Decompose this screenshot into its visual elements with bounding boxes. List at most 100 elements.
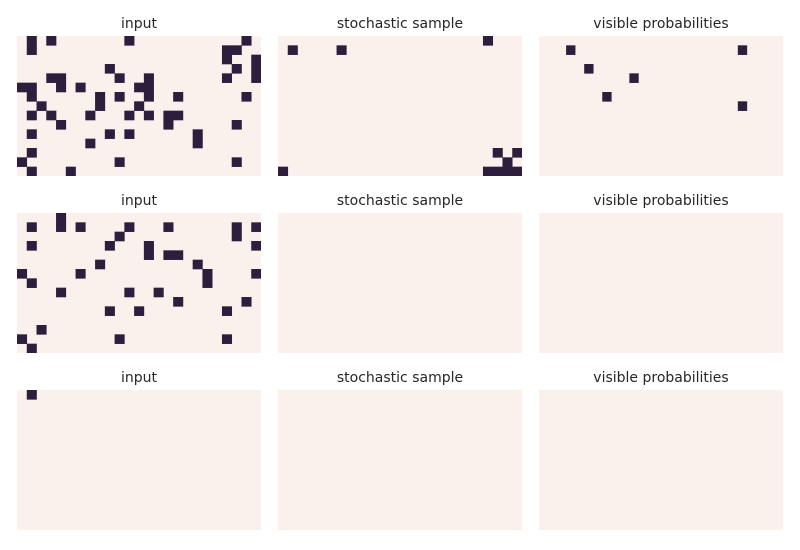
- heatmap-cell: [278, 166, 289, 176]
- heatmap-cell: [336, 45, 347, 55]
- heatmap-cell: [231, 157, 242, 167]
- heatmap-cell: [46, 36, 57, 46]
- heatmap-cell: [26, 343, 37, 353]
- heatmap-cell: [46, 110, 57, 121]
- heatmap-cell: [17, 157, 28, 167]
- heatmap-cell: [95, 92, 106, 102]
- heatmap-cell: [17, 82, 28, 93]
- heatmap-cell: [104, 64, 115, 74]
- heatmap-cell: [26, 222, 37, 232]
- heatmap-cell: [134, 306, 145, 316]
- heatmap-cell: [251, 222, 261, 232]
- heatmap-cell: [202, 278, 213, 288]
- heatmap-cell: [241, 297, 252, 307]
- heatmap-background: [278, 213, 522, 353]
- heatmap-cell: [602, 92, 612, 102]
- heatmap-cell: [26, 110, 37, 121]
- heatmap-cell: [173, 297, 184, 307]
- heatmap-cell: [221, 306, 233, 316]
- heatmap-cell: [124, 36, 135, 46]
- panel-title: visible probabilities: [593, 16, 729, 32]
- heatmap-cell: [231, 45, 242, 55]
- heatmap-cell: [241, 36, 252, 46]
- panel-title: input: [120, 370, 157, 386]
- heatmap-cell: [65, 166, 76, 176]
- heatmap-cell: [231, 222, 242, 232]
- heatmap-cell: [56, 73, 67, 83]
- heatmap-cell: [737, 45, 748, 55]
- heatmap-cell: [124, 110, 135, 121]
- panel-title: visible probabilities: [593, 193, 729, 209]
- heatmap-background: [278, 36, 522, 176]
- heatmap-grid: [17, 390, 261, 530]
- heatmap-cell: [482, 36, 494, 46]
- heatmap-cell: [163, 250, 174, 260]
- heatmap-cell: [502, 157, 513, 167]
- heatmap-cell: [56, 120, 67, 130]
- heatmap-cell: [143, 110, 154, 121]
- heatmap-cell: [26, 278, 37, 288]
- heatmap-cell: [143, 250, 154, 260]
- heatmap-cell: [143, 241, 154, 251]
- heatmap-cell: [251, 269, 261, 279]
- heatmap-cell: [287, 45, 298, 55]
- heatmap-cell: [56, 82, 67, 93]
- heatmap-cell: [231, 120, 242, 130]
- heatmap-cell: [17, 334, 28, 344]
- heatmap-grid: [278, 213, 522, 353]
- heatmap-cell: [124, 287, 135, 298]
- heatmap-background: [17, 390, 261, 530]
- heatmap-cell: [114, 334, 125, 344]
- heatmap-cell: [512, 148, 522, 158]
- heatmap-cell: [251, 73, 261, 83]
- heatmap-cell: [251, 64, 261, 74]
- heatmap-cell: [36, 101, 47, 111]
- heatmap-cell: [173, 250, 184, 260]
- heatmap-cell: [143, 92, 154, 102]
- panel-title: stochastic sample: [336, 370, 464, 386]
- heatmap-cell: [492, 148, 503, 158]
- panel-title: stochastic sample: [336, 16, 464, 32]
- heatmap-cell: [192, 138, 203, 149]
- panel-title: visible probabilities: [593, 370, 729, 386]
- heatmap-cell: [26, 129, 37, 139]
- heatmap-cell: [26, 82, 37, 93]
- heatmap-cell: [202, 269, 213, 279]
- heatmap-cell: [192, 259, 203, 270]
- heatmap-grid: [278, 390, 522, 530]
- panel-title: input: [120, 193, 157, 209]
- heatmap-cell: [114, 73, 125, 83]
- heatmap-grid: [539, 36, 783, 176]
- heatmap-cell: [482, 166, 494, 176]
- heatmap-cell: [95, 101, 106, 111]
- heatmap-cell: [221, 54, 233, 65]
- heatmap-grid: [17, 213, 261, 353]
- heatmap-background: [539, 213, 783, 353]
- heatmap-cell: [173, 110, 184, 121]
- heatmap-cell: [124, 222, 135, 232]
- heatmap-cell: [85, 110, 96, 121]
- heatmap-cell: [584, 64, 594, 74]
- heatmap-cell: [134, 82, 145, 93]
- heatmap-cell: [26, 92, 37, 102]
- heatmap-cell: [26, 390, 37, 400]
- heatmap-cell: [17, 269, 28, 279]
- heatmap-cell: [163, 110, 174, 121]
- heatmap-grid: [278, 36, 522, 176]
- heatmap-cell: [85, 138, 96, 149]
- heatmap-cell: [104, 306, 115, 316]
- heatmap-cell: [153, 287, 164, 298]
- heatmap-cell: [124, 129, 135, 139]
- heatmap-cell: [26, 241, 37, 251]
- heatmap-cell: [26, 45, 37, 55]
- heatmap-cell: [36, 325, 47, 335]
- heatmap-cell: [75, 82, 86, 93]
- heatmap-cell: [56, 222, 67, 232]
- heatmap-cell: [143, 73, 154, 83]
- heatmap-background: [278, 390, 522, 530]
- heatmap-cell: [95, 259, 106, 270]
- heatmap-cell: [46, 73, 57, 83]
- heatmap-cell: [737, 101, 748, 111]
- heatmap-cell: [26, 36, 37, 46]
- heatmap-cell: [163, 120, 174, 130]
